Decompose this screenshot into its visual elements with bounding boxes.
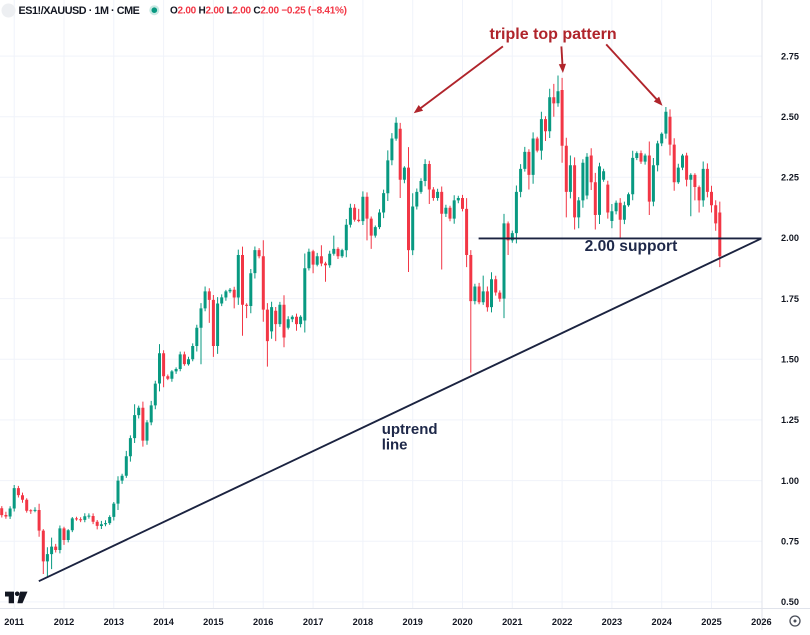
svg-text:2023: 2023 [602, 617, 622, 627]
svg-text:2013: 2013 [104, 617, 124, 627]
svg-text:2.25: 2.25 [781, 173, 799, 183]
svg-text:2018: 2018 [353, 617, 373, 627]
svg-text:2.00: 2.00 [781, 233, 799, 243]
svg-text:2012: 2012 [54, 617, 74, 627]
svg-text:2021: 2021 [502, 617, 522, 627]
svg-text:2.50: 2.50 [781, 112, 799, 122]
svg-text:2019: 2019 [402, 617, 422, 627]
svg-text:2026: 2026 [751, 617, 771, 627]
svg-text:2014: 2014 [153, 617, 174, 627]
svg-text:1.25: 1.25 [781, 415, 799, 425]
svg-text:2024: 2024 [651, 617, 672, 627]
svg-text:O2.00 H2.00 L2.00 C2.00 −0.25: O2.00 H2.00 L2.00 C2.00 −0.25 (−8.41%) [170, 6, 347, 17]
svg-text:line: line [382, 437, 408, 454]
svg-text:triple top pattern: triple top pattern [490, 26, 617, 43]
svg-text:0.75: 0.75 [781, 537, 799, 547]
svg-text:2022: 2022 [552, 617, 572, 627]
svg-text:1.75: 1.75 [781, 294, 799, 304]
svg-text:uptrend: uptrend [382, 421, 438, 438]
svg-text:0.50: 0.50 [781, 597, 799, 607]
svg-text:2016: 2016 [253, 617, 273, 627]
svg-text:1.50: 1.50 [781, 355, 799, 365]
svg-text:2017: 2017 [303, 617, 323, 627]
svg-text:2025: 2025 [701, 617, 721, 627]
svg-text:2.00 support: 2.00 support [585, 238, 678, 255]
svg-text:2015: 2015 [203, 617, 223, 627]
svg-text:1.00: 1.00 [781, 476, 799, 486]
svg-text:2020: 2020 [452, 617, 472, 627]
svg-text:2.75: 2.75 [781, 51, 799, 61]
svg-text:ES1!/XAUUSD · 1M · CME: ES1!/XAUUSD · 1M · CME [19, 5, 140, 17]
svg-text:2011: 2011 [4, 617, 24, 627]
